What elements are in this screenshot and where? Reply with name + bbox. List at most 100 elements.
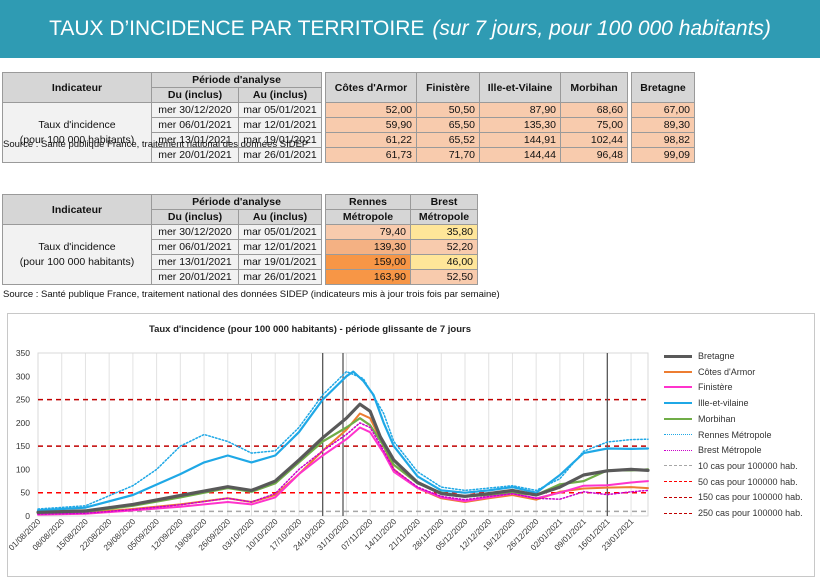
legend-item: Côtes d'Armor bbox=[664, 365, 755, 379]
y-tick-label: 50 bbox=[21, 488, 31, 498]
period-to: mar 05/01/2021 bbox=[238, 224, 322, 240]
legend-label: 50 cas pour 100000 hab. bbox=[698, 476, 798, 487]
header-ille-et-vilaine: Ille-et-Vilaine bbox=[479, 72, 561, 103]
legend-item: Finistère bbox=[664, 380, 733, 394]
table-row: mer 06/01/2021 mar 12/01/2021 59,90 65,50 13… bbox=[3, 117, 695, 133]
legend-swatch bbox=[664, 512, 692, 514]
legend-swatch bbox=[664, 417, 692, 420]
legend-item: Morbihan bbox=[664, 412, 736, 426]
legend-swatch bbox=[664, 449, 692, 451]
header-rennes: Rennes bbox=[325, 194, 411, 210]
legend-swatch bbox=[664, 370, 692, 373]
legend-item: Brest Métropole bbox=[664, 443, 762, 457]
y-tick-label: 150 bbox=[16, 441, 30, 451]
value-bretagne: 99,09 bbox=[631, 147, 695, 163]
table-row: mer 13/01/2021 mar 19/01/2021 159,00 46,00 bbox=[3, 254, 478, 270]
value-rennes-metropole: 159,00 bbox=[325, 254, 411, 270]
value-finistere: 65,50 bbox=[416, 117, 480, 133]
legend-label: 250 cas pour 100000 hab. bbox=[698, 508, 803, 518]
header-period: Période d'analyse bbox=[151, 72, 322, 88]
legend-label: 150 cas pour 100000 hab. bbox=[698, 492, 803, 503]
y-tick-label: 250 bbox=[16, 395, 30, 405]
value-morbihan: 102,44 bbox=[560, 132, 628, 148]
table-row: mer 20/01/2021 mar 26/01/2021 61,73 71,70 14… bbox=[3, 147, 695, 163]
value-cotes-armor: 61,22 bbox=[325, 132, 417, 148]
value-rennes-metropole: 79,40 bbox=[325, 224, 411, 240]
value-cotes-armor: 59,90 bbox=[325, 117, 417, 133]
header-to: Au (inclus) bbox=[238, 87, 322, 103]
value-cotes-armor: 52,00 bbox=[325, 102, 417, 118]
legend-swatch bbox=[664, 386, 692, 389]
value-rennes-metropole: 139,30 bbox=[325, 239, 411, 255]
legend-label: Ille-et-vilaine bbox=[698, 398, 749, 409]
period-from: mer 13/01/2021 bbox=[151, 132, 239, 148]
legend-label: Morbihan bbox=[698, 413, 736, 424]
legend-item: 150 cas pour 100000 hab. bbox=[664, 490, 803, 504]
indicator-label: Taux d'incidence (pour 100 000 habitants) bbox=[2, 224, 152, 285]
legend-label: Rennes Métropole bbox=[698, 429, 772, 440]
header-finistere: Finistère bbox=[416, 72, 480, 103]
period-to: mar 05/01/2021 bbox=[238, 102, 322, 118]
legend-item: Rennes Métropole bbox=[664, 428, 772, 442]
table-row: mer 20/01/2021 mar 26/01/2021 163,90 52,50 bbox=[3, 269, 478, 285]
value-ille-et-vilaine: 144,91 bbox=[479, 132, 561, 148]
period-to: mar 12/01/2021 bbox=[238, 239, 322, 255]
legend-swatch bbox=[664, 402, 692, 405]
legend-item: Bretagne bbox=[664, 349, 735, 363]
value-ille-et-vilaine: 144,44 bbox=[479, 147, 561, 163]
period-from: mer 06/01/2021 bbox=[151, 239, 239, 255]
source-note-2: Source : Santé publique France, traiteme… bbox=[3, 289, 500, 300]
value-brest-metropole: 52,50 bbox=[410, 269, 478, 285]
value-bretagne: 89,30 bbox=[631, 117, 695, 133]
series-line bbox=[37, 370, 649, 510]
period-from: mer 20/01/2021 bbox=[151, 269, 239, 285]
value-brest-metropole: 52,20 bbox=[410, 239, 478, 255]
header-to: Au (inclus) bbox=[238, 209, 322, 225]
table-row: mer 06/01/2021 mar 12/01/2021 139,30 52,20 bbox=[3, 239, 478, 255]
value-morbihan: 96,48 bbox=[560, 147, 628, 163]
legend-swatch bbox=[664, 354, 692, 358]
value-bretagne: 67,00 bbox=[631, 102, 695, 118]
period-to: mar 19/01/2021 bbox=[238, 132, 322, 148]
table-row: mer 13/01/2021 mar 19/01/2021 61,22 65,52 14… bbox=[3, 132, 695, 148]
legend-item: 250 cas pour 100000 hab. bbox=[664, 506, 803, 520]
period-to: mar 26/01/2021 bbox=[238, 147, 322, 163]
metropoles-incidence-table: Indicateur Période d'analyse Rennes Bres… bbox=[2, 194, 478, 285]
legend-label: Brest Métropole bbox=[698, 445, 762, 456]
header-brest-metropole: Métropole bbox=[410, 209, 478, 225]
series-line bbox=[37, 426, 649, 516]
header-cotes-armor: Côtes d'Armor bbox=[325, 72, 417, 103]
table-row: Taux d'incidence (pour 100 000 habitants)… bbox=[2, 224, 478, 285]
legend-label: 10 cas pour 100000 hab. bbox=[698, 460, 798, 471]
legend-swatch bbox=[664, 496, 692, 498]
y-tick-label: 0 bbox=[25, 511, 30, 521]
legend-label: Côtes d'Armor bbox=[698, 366, 756, 377]
period-to: mar 12/01/2021 bbox=[238, 117, 322, 133]
header-morbihan: Morbihan bbox=[560, 72, 628, 103]
legend-swatch bbox=[664, 434, 692, 435]
page-banner: TAUX D’INCIDENCE PAR TERRITOIRE (sur 7 j… bbox=[0, 0, 820, 58]
y-tick-label: 100 bbox=[16, 464, 30, 474]
legend-swatch bbox=[664, 465, 692, 467]
value-cotes-armor: 61,73 bbox=[325, 147, 417, 163]
page-subtitle: (sur 7 jours, pour 100 000 habitants) bbox=[432, 17, 771, 40]
page-title: TAUX D’INCIDENCE PAR TERRITOIRE bbox=[49, 17, 425, 40]
period-to: mar 19/01/2021 bbox=[238, 254, 322, 270]
legend-swatch bbox=[664, 481, 692, 483]
value-bretagne: 98,82 bbox=[631, 132, 695, 148]
value-morbihan: 68,60 bbox=[560, 102, 628, 118]
header-from: Du (inclus) bbox=[151, 87, 239, 103]
chart-title: Taux d'incidence (pour 100 000 habitants… bbox=[149, 324, 471, 335]
value-morbihan: 75,00 bbox=[560, 117, 628, 133]
value-rennes-metropole: 163,90 bbox=[325, 269, 411, 285]
legend-item: 10 cas pour 100000 hab. bbox=[664, 459, 798, 473]
departments-incidence-table: Indicateur Période d'analyse Côtes d'Arm… bbox=[2, 72, 695, 163]
y-tick-label: 300 bbox=[16, 371, 30, 381]
legend-label: Bretagne bbox=[698, 351, 735, 361]
source-note-1: Source : Santé publique France, traiteme… bbox=[3, 139, 309, 150]
y-tick-label: 350 bbox=[16, 348, 30, 358]
period-to: mar 26/01/2021 bbox=[238, 269, 322, 285]
header-bretagne: Bretagne bbox=[631, 72, 695, 103]
legend-label: Finistère bbox=[698, 382, 733, 393]
